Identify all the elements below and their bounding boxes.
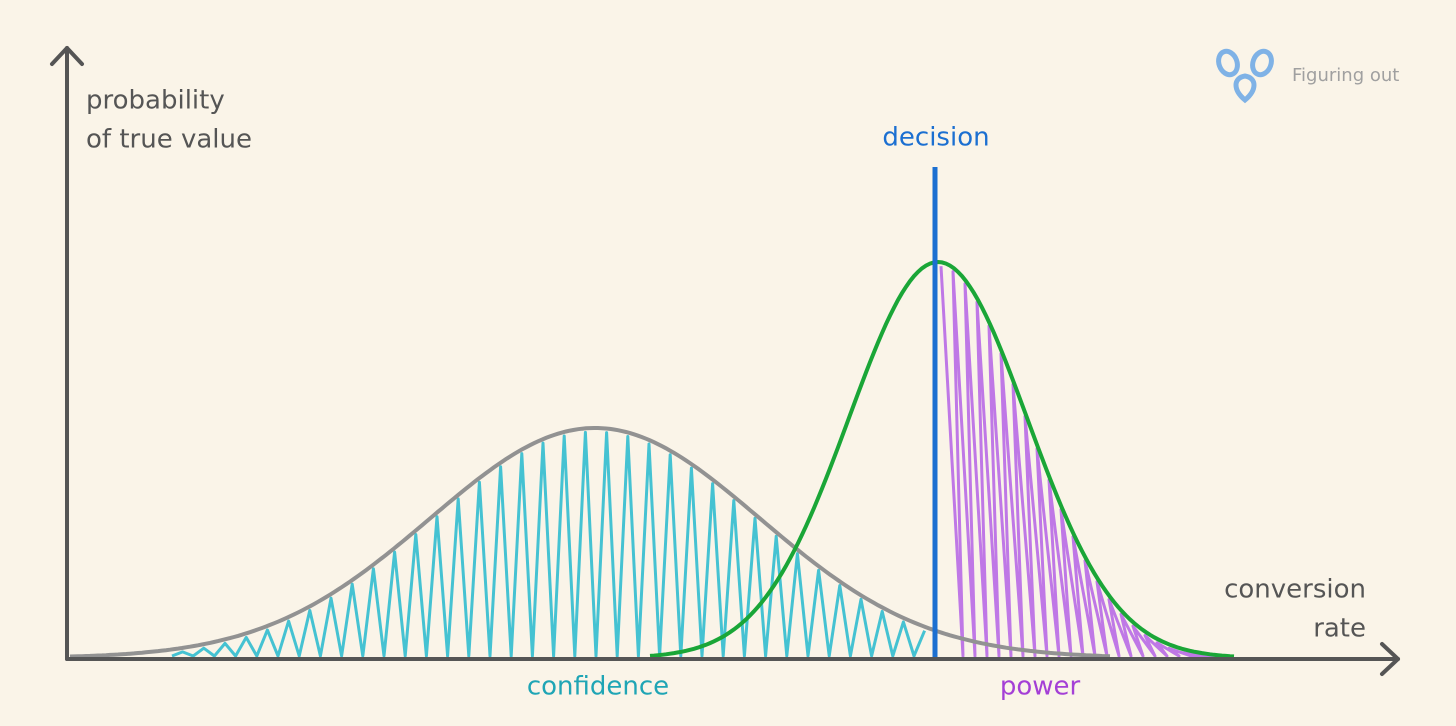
confidence-hatch — [171, 430, 926, 658]
x-axis-label: conversion — [1224, 575, 1366, 605]
power-hatch — [939, 266, 1228, 660]
variant-distribution — [649, 259, 1235, 659]
confidence-label: confidence — [527, 672, 669, 702]
logo-petal — [1250, 48, 1274, 78]
axes — [50, 46, 1400, 676]
y-axis-label: of true value — [86, 125, 252, 155]
y-axis-label: probability — [86, 86, 225, 116]
x-axis-label: rate — [1313, 614, 1366, 644]
y-axis-arrow — [50, 46, 84, 66]
decision-label: decision — [882, 123, 989, 153]
x-axis-arrow — [1380, 642, 1400, 676]
logo-petal — [1233, 73, 1257, 104]
hatching — [171, 266, 1228, 660]
power-label: power — [1000, 672, 1081, 702]
logo-petal — [1216, 48, 1240, 78]
logo-text: Figuring out — [1292, 65, 1399, 86]
logo-icon — [1216, 48, 1274, 104]
